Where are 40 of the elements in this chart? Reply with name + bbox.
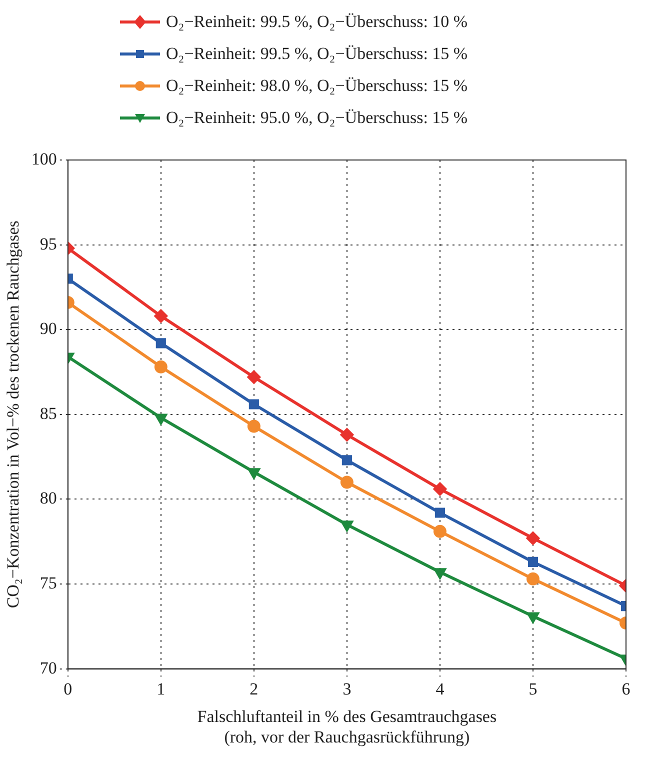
x-axis-title: Falschluftanteil in % des Gesamtrauchgases (roh, vor der Rauchgasrückführung) xyxy=(197,706,497,746)
legend-label: O₂−Reinheit: 98.0 %, O₂−Überschuss: 15 % xyxy=(166,76,468,96)
x-tick-label: 3 xyxy=(342,679,352,698)
y-tick-label: 95 xyxy=(40,234,57,254)
point xyxy=(341,520,353,532)
legend-label: O₂−Reinheit: 99.5 %, O₂−Überschuss: 10 % xyxy=(166,12,468,32)
point xyxy=(154,310,168,323)
point xyxy=(340,428,354,442)
point xyxy=(434,568,446,579)
x-tick-label: 1 xyxy=(156,679,166,698)
point xyxy=(528,556,538,567)
point xyxy=(154,360,168,374)
point xyxy=(340,476,354,489)
x-tick-label: 2 xyxy=(250,679,258,698)
point xyxy=(526,532,540,545)
point xyxy=(247,370,260,384)
y-tick-label: 75 xyxy=(40,573,57,592)
y-tick-label: 80 xyxy=(40,488,57,508)
x-tick-label: 4 xyxy=(436,679,445,698)
point xyxy=(342,455,352,466)
point xyxy=(155,414,167,424)
point xyxy=(433,524,446,538)
legend-label: O₂−Reinheit: 95.0 %, O₂−Überschuss: 15 % xyxy=(166,108,468,128)
x-tick-label: 6 xyxy=(622,679,630,698)
point xyxy=(527,612,539,623)
x-tick-label: 0 xyxy=(64,679,72,698)
point xyxy=(433,482,446,496)
point xyxy=(434,508,445,518)
y-axis-title: CO₂−Konzentration in Vol−% des trockenen Rauchgases xyxy=(4,220,23,608)
point xyxy=(156,338,166,348)
point xyxy=(248,468,260,479)
legend-label: O₂−Reinheit: 99.5 %, O₂−Überschuss: 15 % xyxy=(166,44,468,64)
point xyxy=(526,572,540,586)
y-tick-label: 90 xyxy=(40,319,57,338)
y-tick-label: 85 xyxy=(40,404,57,423)
point xyxy=(248,399,259,410)
point xyxy=(247,420,260,433)
x-tick-label: 5 xyxy=(528,679,538,698)
y-tick-label: 70 xyxy=(40,658,57,678)
y-tick-label: 100 xyxy=(31,149,57,168)
